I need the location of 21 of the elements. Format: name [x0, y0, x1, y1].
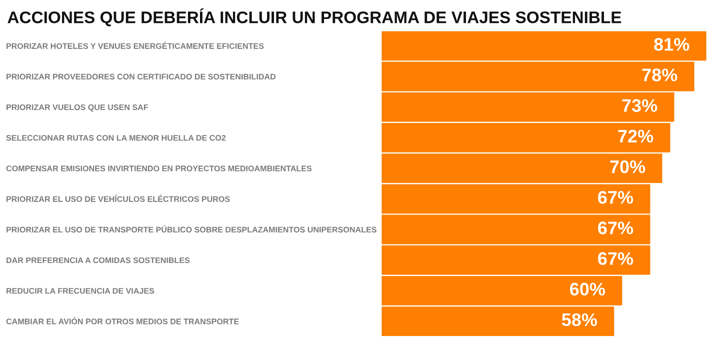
data-label: 70%	[610, 160, 646, 174]
y-tick-label: PRORIZAR HOTELES Y VENUES ENERGÉTICAMENTE EFICIENTES	[6, 42, 264, 49]
y-tick-label: PRIORIZAR VUELOS QUE USEN SAF	[6, 104, 148, 112]
y-tick-label: PRIORIZAR EL USO DE TRANSPORTE PÚBLICO SOBRE DESPLAZAMIENTOS UNIPERSONALES	[6, 225, 376, 232]
data-label: 67%	[598, 222, 634, 234]
data-label: 58%	[562, 313, 597, 326]
y-tick-label: CAMBIAR EL AVIÓN POR OTROS MEDIOS DE TRANSPORTE	[6, 317, 239, 324]
data-label: 72%	[618, 130, 654, 143]
chart-title: ACCIONES QUE DEBERÍA INCLUIR UN PROGRAMA DE VIAJES SOSTENIBLE	[8, 8, 622, 26]
data-label: 67%	[598, 190, 634, 204]
y-tick-label: REDUCIR LA FRECUENCIA DE VIAJES	[6, 288, 154, 294]
data-label: 73%	[622, 99, 658, 112]
y-tick-label: DAR PREFERENCIA A COMIDAS SOSTENIBLES	[6, 257, 190, 264]
y-tick-label: PRIORIZAR EL USO DE VEHÍCULOS ELÉCTRICOS PUROS	[6, 194, 230, 202]
data-label: 81%	[654, 38, 690, 51]
y-tick-label: SELECCIONAR RUTAS CON LA MENOR HUELLA DE CO2	[6, 134, 226, 141]
data-label: 67%	[598, 252, 634, 265]
y-tick-label: PRIORIZAR PROVEEDORES CON CERTIFICADO DE SOSTENIBILIDAD	[6, 74, 276, 80]
data-label: 60%	[570, 282, 606, 296]
data-label: 78%	[642, 68, 678, 82]
y-tick-label: COMPENSAR EMISIONES INVIRTIENDO EN PROYECTOS MEDIOAMBIENTALES	[6, 166, 312, 172]
